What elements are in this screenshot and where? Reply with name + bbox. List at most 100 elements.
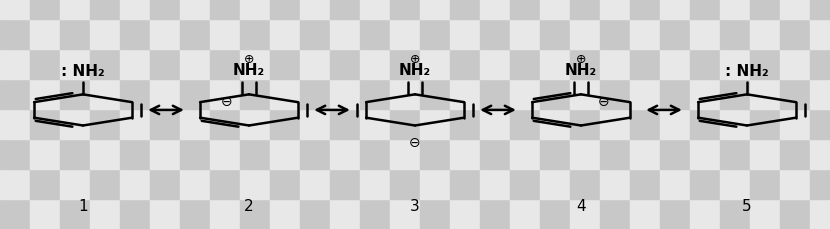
Bar bbox=[90, 169, 120, 199]
Bar bbox=[780, 49, 810, 79]
Bar bbox=[780, 19, 810, 49]
Bar bbox=[480, 49, 510, 79]
Bar bbox=[450, 79, 480, 109]
Bar bbox=[120, 79, 150, 109]
Bar bbox=[180, 139, 210, 169]
Bar bbox=[390, 139, 420, 169]
Bar bbox=[630, 199, 660, 229]
Bar bbox=[600, 79, 630, 109]
Bar bbox=[690, 49, 720, 79]
Bar bbox=[210, 0, 240, 19]
Bar bbox=[690, 139, 720, 169]
Bar bbox=[180, 0, 210, 19]
Bar bbox=[330, 19, 360, 49]
Bar bbox=[540, 139, 570, 169]
Bar bbox=[0, 109, 30, 139]
Bar bbox=[360, 169, 390, 199]
Bar bbox=[270, 109, 300, 139]
Bar bbox=[420, 0, 450, 19]
Bar bbox=[270, 49, 300, 79]
Bar bbox=[210, 79, 240, 109]
Text: : NH₂: : NH₂ bbox=[725, 64, 769, 79]
Bar bbox=[780, 0, 810, 19]
Bar bbox=[660, 19, 690, 49]
Bar bbox=[300, 0, 330, 19]
Bar bbox=[30, 19, 60, 49]
Text: 1: 1 bbox=[78, 199, 88, 214]
Bar bbox=[630, 109, 660, 139]
Bar bbox=[180, 49, 210, 79]
Text: ⊕: ⊕ bbox=[410, 54, 420, 66]
Bar bbox=[60, 169, 90, 199]
Bar bbox=[720, 199, 750, 229]
Bar bbox=[330, 169, 360, 199]
Bar bbox=[240, 0, 270, 19]
Text: 5: 5 bbox=[742, 199, 752, 214]
Bar bbox=[450, 199, 480, 229]
Bar bbox=[540, 199, 570, 229]
Bar bbox=[420, 169, 450, 199]
Bar bbox=[480, 199, 510, 229]
Bar bbox=[60, 49, 90, 79]
Bar bbox=[420, 19, 450, 49]
Bar bbox=[540, 79, 570, 109]
Bar bbox=[450, 169, 480, 199]
Bar bbox=[570, 0, 600, 19]
Bar bbox=[570, 19, 600, 49]
Bar bbox=[780, 169, 810, 199]
Bar bbox=[0, 19, 30, 49]
Bar bbox=[30, 0, 60, 19]
Bar bbox=[780, 139, 810, 169]
Bar bbox=[120, 19, 150, 49]
Bar bbox=[300, 109, 330, 139]
Bar bbox=[480, 19, 510, 49]
Bar bbox=[720, 139, 750, 169]
Bar bbox=[270, 139, 300, 169]
Bar bbox=[660, 0, 690, 19]
Bar bbox=[90, 0, 120, 19]
Bar bbox=[30, 169, 60, 199]
Bar bbox=[300, 19, 330, 49]
Bar bbox=[120, 199, 150, 229]
Bar bbox=[660, 49, 690, 79]
Bar bbox=[60, 109, 90, 139]
Bar bbox=[450, 49, 480, 79]
Bar bbox=[450, 139, 480, 169]
Bar bbox=[660, 199, 690, 229]
Bar bbox=[330, 49, 360, 79]
Text: ⊕: ⊕ bbox=[244, 54, 254, 66]
Bar bbox=[570, 139, 600, 169]
Bar bbox=[480, 0, 510, 19]
Bar bbox=[30, 139, 60, 169]
Bar bbox=[240, 109, 270, 139]
Bar bbox=[150, 0, 180, 19]
Bar bbox=[0, 79, 30, 109]
Bar bbox=[420, 79, 450, 109]
Bar bbox=[690, 109, 720, 139]
Bar bbox=[810, 139, 830, 169]
Bar bbox=[810, 79, 830, 109]
Bar bbox=[450, 19, 480, 49]
Bar bbox=[390, 19, 420, 49]
Bar bbox=[750, 199, 780, 229]
Bar bbox=[150, 169, 180, 199]
Bar bbox=[510, 0, 540, 19]
Bar bbox=[120, 109, 150, 139]
Bar bbox=[720, 109, 750, 139]
Bar bbox=[0, 139, 30, 169]
Bar bbox=[390, 79, 420, 109]
Bar bbox=[90, 49, 120, 79]
Text: NH₂: NH₂ bbox=[565, 63, 597, 78]
Bar bbox=[90, 199, 120, 229]
Bar bbox=[180, 199, 210, 229]
Bar bbox=[810, 0, 830, 19]
Bar bbox=[390, 0, 420, 19]
Bar bbox=[810, 49, 830, 79]
Bar bbox=[210, 139, 240, 169]
Text: NH₂: NH₂ bbox=[233, 63, 265, 78]
Bar bbox=[300, 169, 330, 199]
Bar bbox=[90, 19, 120, 49]
Bar bbox=[570, 49, 600, 79]
Bar bbox=[480, 109, 510, 139]
Bar bbox=[30, 199, 60, 229]
